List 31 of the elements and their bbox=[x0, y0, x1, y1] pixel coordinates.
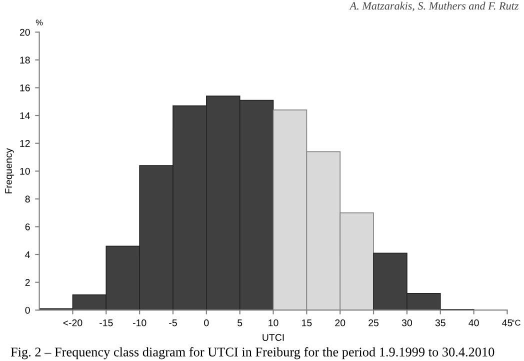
y-tick-label: 2 bbox=[25, 279, 30, 286]
x-tick-label: <-20 bbox=[63, 319, 82, 326]
y-tick-label: 18 bbox=[20, 56, 30, 64]
y-tick-label: 4 bbox=[25, 251, 30, 258]
x-tick-label: 20 bbox=[335, 319, 346, 326]
caption: Fig. 2 – Frequency class diagram for UTCI in Freiburg for the period 1.9.1999 to 30.4.2010 bbox=[10, 347, 494, 360]
y-tick-label: 10 bbox=[20, 168, 30, 175]
x-tick-label: 5 bbox=[238, 319, 242, 326]
y-axis-title: Frequency bbox=[5, 148, 14, 194]
x-axis-title: UTCI bbox=[262, 334, 284, 341]
x-tick-label: 15 bbox=[302, 319, 312, 326]
x-tick-label: 25 bbox=[368, 319, 379, 326]
y-tick-label: 6 bbox=[25, 223, 30, 230]
x-tick-label: 40 bbox=[468, 319, 479, 326]
y-tick-label: 20 bbox=[20, 28, 30, 36]
x-tick-label: -5 bbox=[169, 319, 177, 326]
x-tick-label: -15 bbox=[100, 319, 113, 326]
text: °C bbox=[512, 320, 520, 326]
x-tick-label: 35 bbox=[435, 319, 446, 326]
y-tick-label: 12 bbox=[20, 140, 30, 147]
y-tick-label: 14 bbox=[20, 112, 30, 120]
x-tick-label: 0 bbox=[204, 319, 209, 326]
text: % bbox=[36, 20, 43, 26]
y-tick-label: 16 bbox=[20, 84, 30, 92]
y-tick-label: 8 bbox=[25, 196, 30, 203]
x-tick-label: 30 bbox=[402, 319, 412, 326]
text: A. Matzarakis, S. Muthers and F. Rutz bbox=[349, 2, 519, 12]
x-tick-label: 10 bbox=[268, 319, 278, 326]
y-tick-label: 0 bbox=[25, 306, 30, 314]
x-tick-label: 45 bbox=[502, 319, 512, 326]
x-tick-label: -10 bbox=[132, 319, 146, 326]
